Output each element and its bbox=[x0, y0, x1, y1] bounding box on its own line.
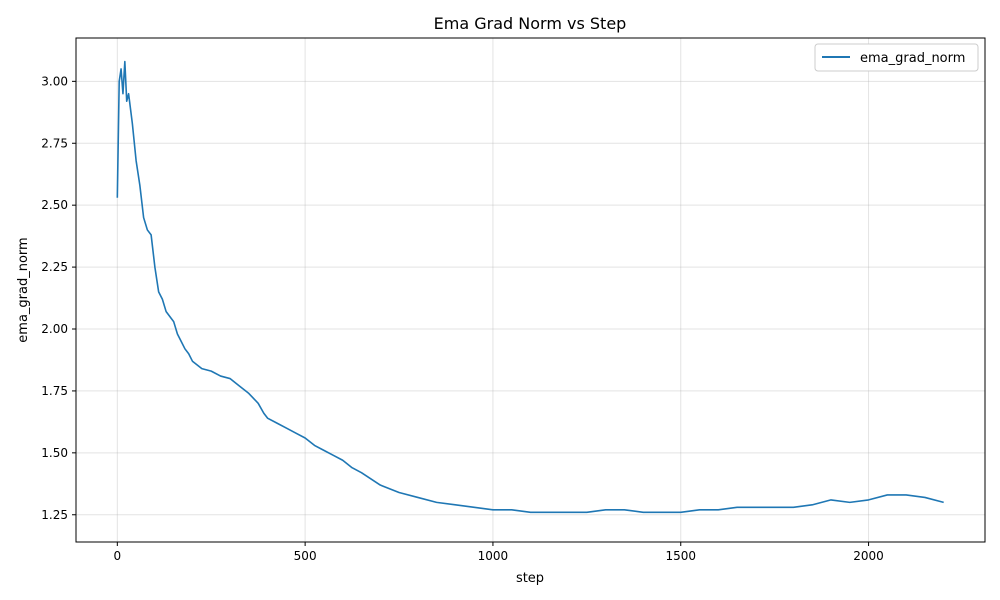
y-tick-label: 3.00 bbox=[41, 74, 68, 88]
x-tick-label: 1500 bbox=[665, 549, 696, 563]
x-tick-label: 2000 bbox=[853, 549, 884, 563]
x-tick-label: 0 bbox=[113, 549, 121, 563]
y-tick-label: 2.00 bbox=[41, 322, 68, 336]
y-axis-label: ema_grad_norm bbox=[16, 237, 31, 342]
y-tick-label: 1.75 bbox=[41, 384, 68, 398]
y-tick-label: 2.50 bbox=[41, 198, 68, 212]
grid bbox=[76, 38, 985, 542]
x-axis: 0 500 1000 1500 2000 bbox=[113, 542, 884, 563]
x-axis-label: step bbox=[516, 571, 544, 586]
series-group bbox=[116, 60, 944, 514]
series-line-ema-grad-norm bbox=[116, 60, 944, 514]
x-tick-label: 1000 bbox=[478, 549, 509, 563]
y-tick-label: 1.50 bbox=[41, 446, 68, 460]
legend-box bbox=[814, 43, 979, 72]
chart-title: Ema Grad Norm vs Step bbox=[434, 14, 627, 33]
y-tick-label: 2.25 bbox=[41, 260, 68, 274]
y-tick-label: 2.75 bbox=[41, 136, 68, 150]
x-tick-label: 500 bbox=[294, 549, 317, 563]
legend: ema_grad_norm bbox=[814, 43, 979, 72]
y-axis: 1.25 1.50 1.75 2.00 2.25 2.50 2.75 3.00 bbox=[41, 74, 76, 522]
plot-frame bbox=[75, 37, 986, 543]
legend-label: ema_grad_norm bbox=[860, 51, 965, 66]
y-tick-label: 1.25 bbox=[41, 508, 68, 522]
